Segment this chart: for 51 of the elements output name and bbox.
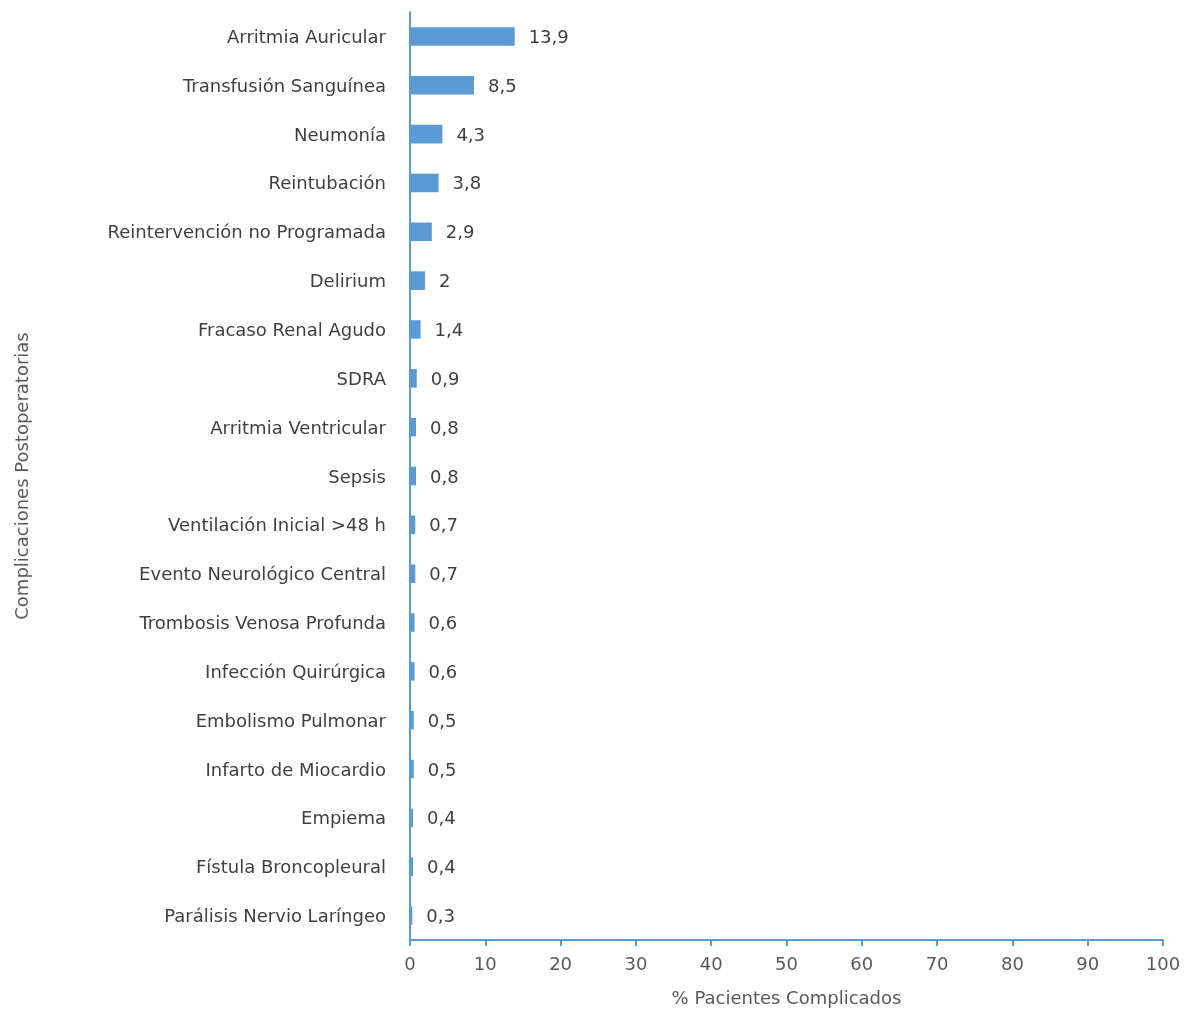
y-tick-label: Reintubación	[268, 172, 386, 194]
x-axis-title: % Pacientes Complicados	[671, 986, 902, 1008]
x-tick-label: 10	[473, 952, 497, 974]
data-label: 0,8	[430, 416, 459, 438]
y-tick-label: Reintervención no Programada	[107, 221, 386, 243]
x-tick-label: 50	[775, 952, 798, 974]
y-tick-label: Sepsis	[328, 465, 386, 487]
x-tick-label: 100	[1145, 952, 1181, 974]
y-tick-label: Fístula Broncopleural	[196, 856, 386, 878]
x-tick-label: 20	[549, 952, 573, 974]
y-tick-label: Fracaso Renal Agudo	[197, 318, 386, 340]
data-label: 4,3	[456, 123, 486, 145]
y-tick-label: Infección Quirúrgica	[205, 660, 386, 682]
x-tick-label: 0	[404, 952, 416, 974]
x-tick-label: 60	[850, 952, 874, 974]
data-label: 0,8	[430, 465, 459, 487]
data-label: 1,4	[434, 318, 464, 340]
data-label: 2	[439, 270, 451, 292]
x-tick-label: 30	[624, 952, 648, 974]
y-axis-title: Complicaciones Postoperatorias	[10, 332, 32, 620]
data-label: 2,9	[445, 221, 475, 243]
y-tick-label: Transfusión Sanguínea	[181, 74, 386, 96]
y-tick-label: Evento Neurológico Central	[139, 563, 386, 585]
y-tick-label: Empiema	[301, 807, 386, 829]
data-label: 13,9	[528, 25, 569, 47]
y-tick-label: SDRA	[336, 367, 387, 389]
x-tick-label: 80	[1000, 952, 1024, 974]
data-label: 0,5	[427, 758, 457, 780]
data-label: 0,4	[427, 856, 456, 878]
data-label: 0,3	[426, 905, 455, 927]
data-label: 0,7	[429, 563, 458, 585]
data-label: 0,6	[428, 660, 458, 682]
x-tick-label: 90	[1076, 952, 1100, 974]
y-tick-label: Infarto de Miocardio	[205, 758, 386, 780]
y-tick-label: Parálisis Nervio Laríngeo	[164, 905, 386, 927]
data-label: 8,5	[488, 74, 517, 96]
y-tick-label: Neumonía	[294, 123, 386, 145]
y-tick-label: Embolismo Pulmonar	[195, 709, 387, 731]
y-tick-label: Trombosis Venosa Profunda	[138, 612, 386, 634]
y-tick-label: Arritmia Auricular	[226, 25, 387, 47]
data-label: 0,6	[428, 612, 458, 634]
data-label: 3,8	[452, 172, 482, 194]
y-tick-label: Delirium	[309, 270, 386, 292]
data-label: 0,5	[427, 709, 457, 731]
data-label: 0,4	[427, 807, 456, 829]
data-label: 0,7	[429, 514, 458, 536]
y-tick-label: Ventilación Inicial >48 h	[167, 514, 386, 536]
x-tick-label: 40	[699, 952, 723, 974]
x-tick-label: 70	[925, 952, 949, 974]
y-tick-label: Arritmia Ventricular	[210, 416, 387, 438]
data-label: 0,9	[430, 367, 460, 389]
